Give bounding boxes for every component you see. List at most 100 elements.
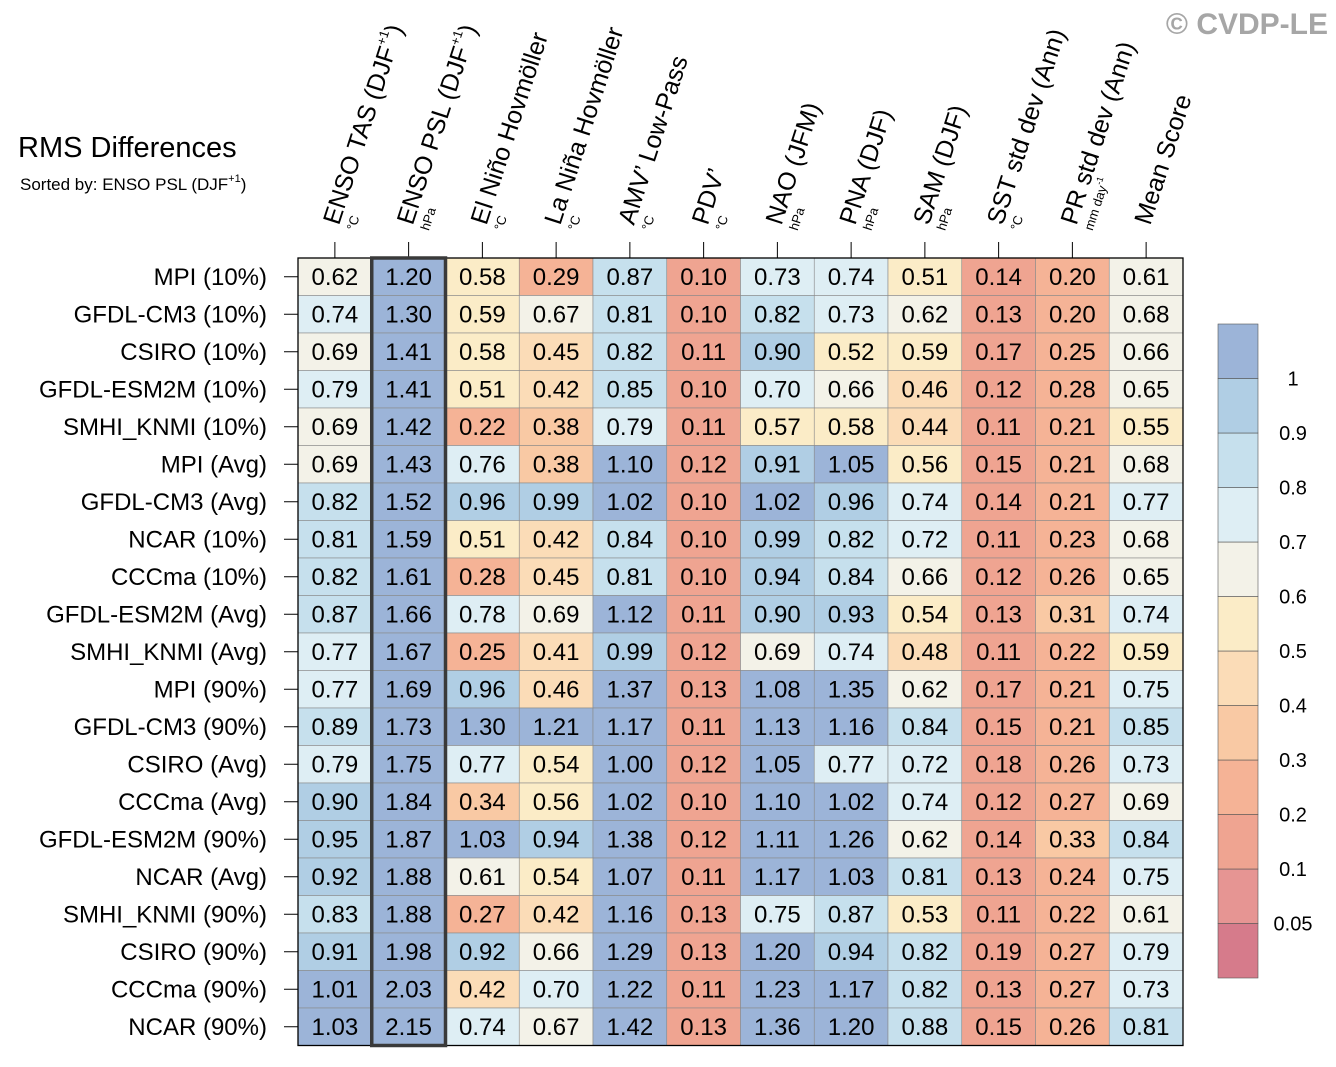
heatmap-cell xyxy=(445,520,520,559)
cell-value: 0.51 xyxy=(902,264,949,291)
heatmap-cell xyxy=(592,295,668,334)
cell-value: 0.77 xyxy=(312,639,359,666)
column-unit-text: °C xyxy=(344,214,363,233)
heatmap-cell xyxy=(740,820,815,859)
cell-value: 0.81 xyxy=(312,526,359,553)
column-headers: ENSO TAS (DJF+1)°C ENSO PSL (DJF+1)hPa El … xyxy=(318,21,1197,258)
cell-value: 0.73 xyxy=(754,264,801,291)
cell-value: 0.75 xyxy=(754,901,801,928)
cell-value: 0.13 xyxy=(680,1014,727,1041)
heatmap-cell xyxy=(961,970,1036,1009)
cell-value: 0.67 xyxy=(533,1014,580,1041)
cell-value: 0.46 xyxy=(902,376,949,403)
cell-value: 0.88 xyxy=(902,1014,949,1041)
heatmap-cell xyxy=(518,857,594,896)
heatmap-cell xyxy=(813,257,889,296)
cell-value: 0.17 xyxy=(975,339,1022,366)
row-label: GFDL-CM3 (90%) xyxy=(74,714,267,741)
heatmap-cell xyxy=(666,632,741,671)
cell-value: 0.25 xyxy=(459,639,506,666)
heatmap-cell xyxy=(666,295,741,334)
cell-value: 0.73 xyxy=(1123,751,1170,778)
cell-value: 0.53 xyxy=(902,901,949,928)
cell-value: 0.94 xyxy=(533,826,580,853)
colorbar-swatch xyxy=(1217,923,1259,979)
cell-value: 0.11 xyxy=(976,901,1021,928)
cell-value: 0.28 xyxy=(1049,376,1096,403)
heatmap-cell xyxy=(961,857,1036,896)
cell-value: 1.41 xyxy=(385,376,432,403)
cell-value: 0.77 xyxy=(1123,489,1170,516)
colorbar-label: 0.1 xyxy=(1279,859,1307,881)
cell-value: 0.79 xyxy=(312,376,359,403)
heatmap-cell xyxy=(445,295,520,334)
colorbar-swatch xyxy=(1217,868,1259,924)
cell-value: 0.67 xyxy=(533,301,580,328)
heatmap-cell xyxy=(740,482,815,521)
heatmap-cell xyxy=(740,632,815,671)
cell-value: 1.98 xyxy=(385,939,432,966)
heatmap-cell xyxy=(445,820,520,859)
cell-value: 1.84 xyxy=(385,789,432,816)
heatmap-cell xyxy=(371,1007,446,1046)
heatmap-cell xyxy=(445,332,520,371)
row-label: GFDL-CM3 (Avg) xyxy=(81,489,267,516)
colorbar-label: 0.05 xyxy=(1274,914,1313,936)
cell-value: 0.27 xyxy=(459,901,506,928)
heatmap-cell xyxy=(813,707,889,746)
cell-value: 0.62 xyxy=(902,826,949,853)
cell-value: 0.13 xyxy=(680,939,727,966)
column-header: PNA (DJF)hPa xyxy=(834,106,898,233)
heatmap-cell xyxy=(813,632,889,671)
cell-value: 1.00 xyxy=(607,751,654,778)
heatmap-cell xyxy=(297,895,373,934)
cell-value: 1.02 xyxy=(607,489,654,516)
cell-value: 0.10 xyxy=(680,526,727,553)
cell-value: 0.74 xyxy=(902,789,949,816)
cell-value: 0.76 xyxy=(459,451,506,478)
cell-value: 0.77 xyxy=(312,676,359,703)
heatmap-cell xyxy=(813,970,889,1009)
cell-value: 0.69 xyxy=(533,601,580,628)
cell-value: 0.20 xyxy=(1049,301,1096,328)
heatmap-cell xyxy=(592,632,668,671)
heatmap-cell xyxy=(1108,932,1184,971)
heatmap-cell xyxy=(1035,895,1110,934)
heatmap-cell xyxy=(445,595,520,634)
cell-value: 0.59 xyxy=(902,339,949,366)
heatmap-cell xyxy=(371,557,446,596)
heatmap-cell xyxy=(297,970,373,1009)
cell-value: 1.07 xyxy=(607,864,654,891)
cell-value: 0.84 xyxy=(607,526,654,553)
cell-value: 0.62 xyxy=(902,676,949,703)
heatmap-cell xyxy=(297,745,373,784)
cell-value: 0.51 xyxy=(459,526,506,553)
row-label: CSIRO (Avg) xyxy=(127,751,267,778)
heatmap-cell xyxy=(371,482,446,521)
heatmap-cell xyxy=(887,970,963,1009)
cell-value: 0.82 xyxy=(607,339,654,366)
cell-value: 0.72 xyxy=(902,751,949,778)
cell-value: 0.29 xyxy=(533,264,580,291)
column-unit: °C xyxy=(491,214,510,233)
row-label: MPI (Avg) xyxy=(161,451,267,478)
colorbar-label: 0.9 xyxy=(1279,423,1307,445)
cell-value: 0.91 xyxy=(754,451,801,478)
heatmap-cell xyxy=(813,820,889,859)
cell-value: 0.45 xyxy=(533,564,580,591)
cell-value: 1.11 xyxy=(755,826,800,853)
heatmap-cell xyxy=(1108,332,1184,371)
heatmap-cell xyxy=(740,257,815,296)
cell-value: 0.13 xyxy=(680,676,727,703)
cell-value: 0.73 xyxy=(828,301,875,328)
cell-value: 0.27 xyxy=(1049,939,1096,966)
cell-value: 0.14 xyxy=(975,489,1022,516)
subtitle-prefix: Sorted by: ENSO PSL (DJF xyxy=(20,175,228,194)
heatmap-cell xyxy=(592,520,668,559)
cell-value: 0.96 xyxy=(828,489,875,516)
colorbar-label: 0.3 xyxy=(1279,750,1307,772)
cell-value: 0.21 xyxy=(1049,414,1096,441)
cell-value: 0.96 xyxy=(459,676,506,703)
column-title-name: La Niña Hovmöller xyxy=(539,24,629,228)
column-unit: °C xyxy=(565,214,584,233)
